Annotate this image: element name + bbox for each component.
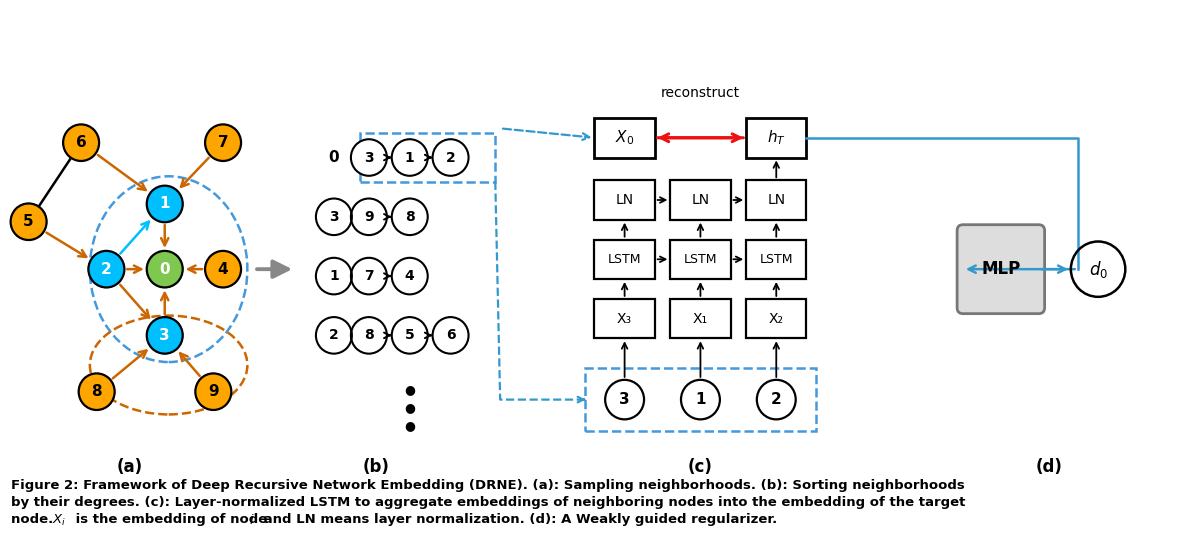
Circle shape — [206, 124, 242, 161]
Text: (c): (c) — [688, 458, 713, 476]
Text: Figure 2: Framework of Deep Recursive Network Embedding (DRNE). (a): Sampling ne: Figure 2: Framework of Deep Recursive Ne… — [11, 479, 965, 491]
Text: (a): (a) — [117, 458, 143, 476]
Text: 8: 8 — [364, 328, 374, 342]
Text: ●: ● — [404, 419, 415, 432]
Text: LN: LN — [615, 193, 633, 207]
Bar — [746, 239, 807, 279]
Text: LSTM: LSTM — [608, 253, 642, 266]
Text: MLP: MLP — [981, 260, 1020, 278]
Text: 2: 2 — [446, 150, 456, 165]
Bar — [671, 299, 731, 338]
Bar — [746, 118, 807, 158]
Text: node.: node. — [11, 513, 58, 526]
Text: 9: 9 — [208, 384, 219, 399]
Text: 7: 7 — [364, 269, 374, 283]
Circle shape — [392, 317, 428, 354]
Text: $d_0$: $d_0$ — [1089, 259, 1108, 280]
Bar — [746, 299, 807, 338]
Circle shape — [605, 380, 644, 419]
Circle shape — [351, 258, 387, 294]
Circle shape — [316, 258, 352, 294]
Circle shape — [757, 380, 796, 419]
Text: $X_i$: $X_i$ — [52, 513, 66, 528]
Text: 5: 5 — [23, 214, 34, 229]
Text: LN: LN — [767, 193, 785, 207]
Text: 1: 1 — [405, 150, 415, 165]
Text: ●: ● — [404, 383, 415, 396]
Text: 2: 2 — [770, 392, 781, 407]
Circle shape — [351, 139, 387, 176]
Bar — [584, 368, 816, 431]
Text: 9: 9 — [364, 210, 374, 224]
FancyBboxPatch shape — [957, 225, 1045, 313]
Circle shape — [316, 198, 352, 235]
Text: 6: 6 — [446, 328, 456, 342]
Text: 0: 0 — [328, 150, 339, 165]
Text: $h_T$: $h_T$ — [767, 128, 786, 147]
Text: ●: ● — [404, 401, 415, 414]
Circle shape — [392, 258, 428, 294]
Text: 6: 6 — [76, 135, 87, 150]
Bar — [361, 133, 495, 182]
Circle shape — [89, 251, 124, 287]
Text: 4: 4 — [218, 262, 228, 277]
Text: 8: 8 — [91, 384, 102, 399]
Text: 1: 1 — [695, 392, 706, 407]
Text: X₁: X₁ — [692, 312, 708, 326]
Bar — [595, 180, 655, 220]
Text: 8: 8 — [405, 210, 415, 224]
Text: 3: 3 — [364, 150, 374, 165]
Text: 3: 3 — [619, 392, 630, 407]
Text: 1: 1 — [329, 269, 339, 283]
Text: $i$: $i$ — [249, 513, 255, 527]
Text: 2: 2 — [329, 328, 339, 342]
Circle shape — [147, 317, 183, 354]
Text: 3: 3 — [329, 210, 339, 224]
Bar — [595, 118, 655, 158]
Circle shape — [11, 204, 47, 240]
Text: 5: 5 — [405, 328, 415, 342]
Text: 1: 1 — [160, 197, 169, 212]
Bar — [671, 239, 731, 279]
Bar — [595, 239, 655, 279]
Text: 0: 0 — [160, 262, 169, 277]
Text: 3: 3 — [160, 328, 169, 343]
Bar — [746, 180, 807, 220]
Circle shape — [1071, 241, 1125, 297]
Circle shape — [392, 139, 428, 176]
Circle shape — [64, 124, 99, 161]
Text: 4: 4 — [405, 269, 415, 283]
Circle shape — [316, 317, 352, 354]
Circle shape — [78, 374, 114, 410]
Circle shape — [682, 380, 720, 419]
Text: and LN means layer normalization. (d): A Weakly guided regularizer.: and LN means layer normalization. (d): A… — [260, 513, 778, 526]
Text: is the embedding of node: is the embedding of node — [71, 513, 273, 526]
Circle shape — [433, 317, 469, 354]
Circle shape — [147, 251, 183, 287]
Text: X₂: X₂ — [769, 312, 784, 326]
Bar — [595, 299, 655, 338]
Text: 2: 2 — [101, 262, 112, 277]
Circle shape — [351, 317, 387, 354]
Text: X₃: X₃ — [617, 312, 632, 326]
Circle shape — [433, 139, 469, 176]
Circle shape — [351, 198, 387, 235]
Circle shape — [196, 374, 231, 410]
Text: LSTM: LSTM — [760, 253, 793, 266]
Text: 7: 7 — [218, 135, 228, 150]
Text: LSTM: LSTM — [684, 253, 718, 266]
Text: $X_0$: $X_0$ — [615, 128, 635, 147]
Text: LN: LN — [691, 193, 709, 207]
Text: reconstruct: reconstruct — [661, 86, 740, 100]
Bar — [671, 180, 731, 220]
Circle shape — [392, 198, 428, 235]
Text: (b): (b) — [362, 458, 389, 476]
Circle shape — [147, 185, 183, 222]
Text: by their degrees. (c): Layer-normalized LSTM to aggregate embeddings of neighbor: by their degrees. (c): Layer-normalized … — [11, 496, 965, 509]
Circle shape — [206, 251, 242, 287]
Text: (d): (d) — [1036, 458, 1063, 476]
